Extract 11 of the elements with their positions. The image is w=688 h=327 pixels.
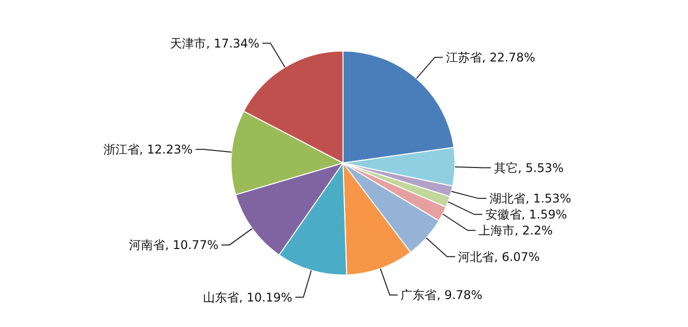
slice-label: 安徽省, 1.59% xyxy=(485,208,568,222)
slice-label: 江苏省, 22.78% xyxy=(446,50,536,65)
slice-label: 山东省, 10.19% xyxy=(202,290,292,304)
slice-label: 其它, 5.53% xyxy=(494,160,564,175)
slice-label: 上海市, 2.2% xyxy=(478,224,553,238)
slice-label: 广东省, 9.78% xyxy=(400,288,482,302)
slice-label: 河北省, 6.07% xyxy=(458,250,540,264)
slice-label: 浙江省, 12.23% xyxy=(103,142,193,157)
slice-label: 湖北省, 1.53% xyxy=(489,192,572,206)
slice-label: 天津市, 17.34% xyxy=(170,36,260,50)
slice-label: 河南省, 10.77% xyxy=(129,238,218,252)
